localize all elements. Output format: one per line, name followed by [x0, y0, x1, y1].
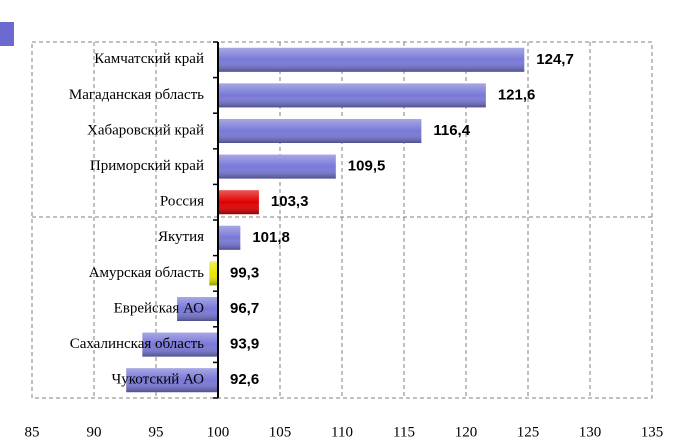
category-label: Приморский край	[90, 158, 204, 174]
value-label: 96,7	[230, 300, 259, 317]
x-tick-label: 130	[579, 424, 602, 440]
x-tick-label: 125	[517, 424, 540, 440]
value-label: 103,3	[271, 193, 309, 210]
bar-shade	[218, 190, 259, 215]
bar-shade	[218, 83, 486, 108]
category-label: Россия	[160, 194, 204, 210]
bar-shade	[177, 297, 218, 321]
category-label: Еврейская АО	[114, 300, 205, 316]
category-label: Магаданская область	[69, 87, 204, 103]
value-label: 124,7	[536, 51, 574, 68]
bar-shade	[218, 154, 336, 179]
x-tick-label: 105	[269, 424, 292, 440]
x-tick-label: 90	[87, 424, 102, 440]
value-label: 99,3	[230, 264, 259, 281]
bar-shade	[142, 332, 218, 357]
x-tick-label: 95	[149, 424, 164, 440]
x-tick-label: 100	[207, 424, 230, 440]
value-label: 93,9	[230, 336, 259, 353]
category-label: Якутия	[158, 229, 204, 245]
value-label: 109,5	[348, 158, 386, 175]
category-label: Камчатский край	[94, 51, 204, 67]
bar-shade	[218, 47, 525, 72]
value-label: 121,6	[498, 86, 536, 103]
value-label: 101,8	[252, 229, 290, 246]
x-tick-label: 120	[455, 424, 478, 440]
category-label: Чукотский АО	[112, 372, 205, 388]
x-tick-label: 85	[25, 424, 40, 440]
category-label: Сахалинская область	[70, 336, 204, 352]
value-label: 92,6	[230, 371, 259, 388]
x-tick-label: 110	[331, 424, 353, 440]
value-label: 116,4	[433, 122, 470, 139]
bar-shade	[218, 225, 241, 250]
category-label: Хабаровский край	[87, 122, 204, 138]
bar-shade	[209, 261, 218, 286]
bar-shade	[126, 368, 218, 393]
legend-swatch	[0, 22, 14, 46]
bar-shade	[218, 119, 422, 143]
x-tick-label: 115	[393, 424, 415, 440]
category-label: Амурская область	[89, 265, 204, 281]
x-tick-label: 135	[641, 424, 664, 440]
